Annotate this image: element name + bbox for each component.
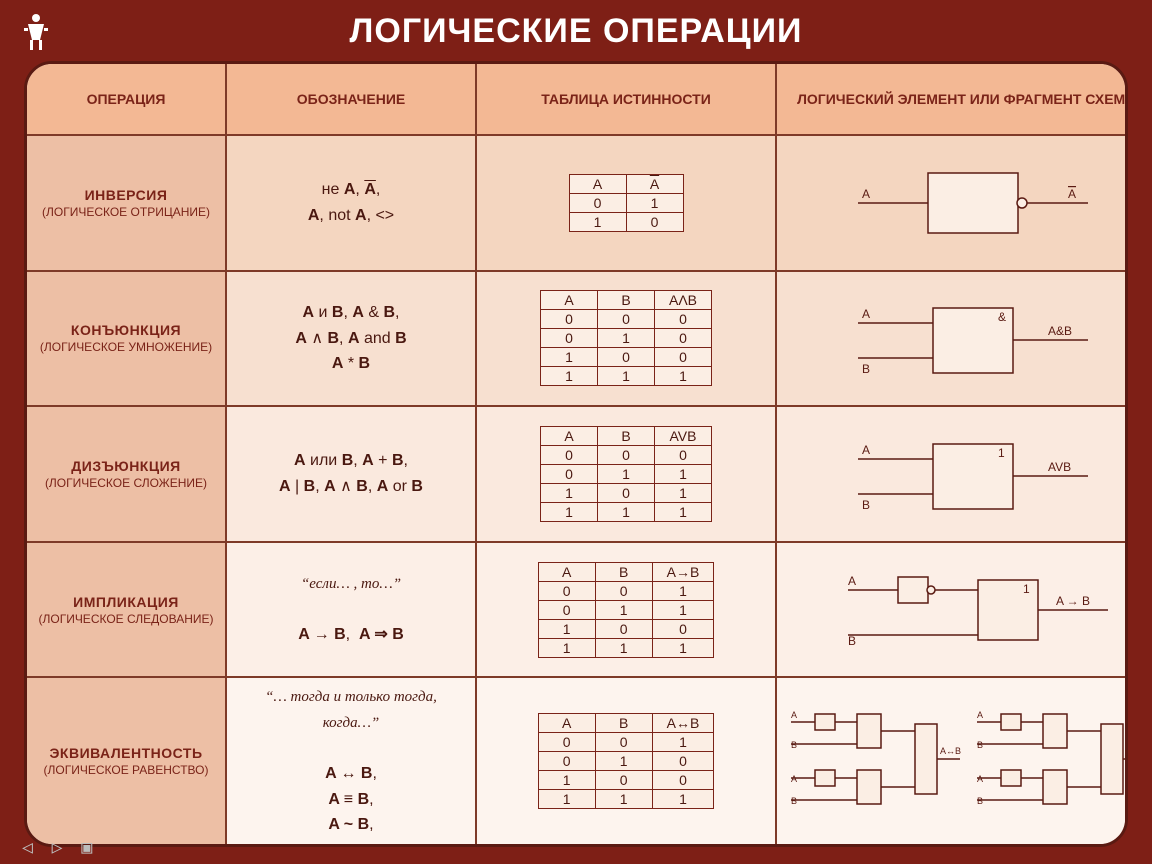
svg-text:A↔B: A↔B	[940, 746, 961, 756]
op-subtitle: (ЛОГИЧЕСКОЕ УМНОЖЕНИЕ)	[40, 340, 212, 354]
svg-text:A: A	[977, 774, 983, 784]
gate-not: A A	[818, 148, 1118, 258]
op-cell-4: ЭКВИВАЛЕНТНОСТЬ (ЛОГИЧЕСКОЕ РАВЕНСТВО)	[27, 678, 227, 844]
truth-table: ABAVB000011101111	[540, 426, 712, 522]
notation: “если… , то…”A → B, A ⇒ B	[298, 571, 404, 648]
op-title: ИНВЕРСИЯ	[85, 187, 168, 203]
svg-text:A: A	[977, 710, 983, 720]
truth-table: ABA→B001011100111	[538, 562, 715, 658]
truth-cell-1: ABAΛB000010100111	[477, 272, 777, 408]
svg-text:A → B: A → B	[1056, 594, 1090, 608]
op-title: КОНЪЮНКЦИЯ	[71, 322, 181, 338]
page-title: ЛОГИЧЕСКИЕ ОПЕРАЦИИ	[24, 12, 1128, 51]
svg-text:&: &	[998, 310, 1006, 324]
notation: “… тогда и только тогда, когда…”A ↔ B,A …	[235, 684, 467, 838]
header-c4: ЛОГИЧЕСКИЙ ЭЛЕМЕНТ ИЛИ ФРАГМЕНТ СХЕМЫ	[777, 64, 1128, 136]
gate-and: A B & A&B	[818, 283, 1118, 393]
truth-cell-3: ABA→B001011100111	[477, 543, 777, 679]
svg-text:B: B	[977, 740, 983, 750]
gate-equiv-b: A B A B A↔B	[971, 704, 1128, 819]
svg-text:B: B	[862, 362, 870, 376]
truth-table: ABAΛB000010100111	[540, 290, 712, 386]
gate-cell-1: A B & A&B	[777, 272, 1128, 408]
truth-table: AA0110	[569, 174, 684, 232]
svg-text:A: A	[791, 710, 797, 720]
op-cell-2: ДИЗЪЮНКЦИЯ (ЛОГИЧЕСКОЕ СЛОЖЕНИЕ)	[27, 407, 227, 543]
nav-controls[interactable]: ◁ ▷ ▣	[22, 837, 96, 858]
svg-text:A: A	[862, 187, 870, 201]
gate-cell-3: A B 1 A → B	[777, 543, 1128, 679]
svg-text:A: A	[1068, 187, 1076, 201]
gate-equiv-a: A B A B A↔B	[785, 704, 965, 819]
op-title: ИМПЛИКАЦИЯ	[73, 594, 179, 610]
op-subtitle: (ЛОГИЧЕСКОЕ СЛОЖЕНИЕ)	[45, 476, 207, 490]
truth-cell-2: ABAVB000011101111	[477, 407, 777, 543]
svg-text:1: 1	[1023, 582, 1030, 596]
op-cell-1: КОНЪЮНКЦИЯ (ЛОГИЧЕСКОЕ УМНОЖЕНИЕ)	[27, 272, 227, 408]
svg-text:A: A	[848, 574, 856, 588]
op-cell-3: ИМПЛИКАЦИЯ (ЛОГИЧЕСКОЕ СЛЕДОВАНИЕ)	[27, 543, 227, 679]
truth-table: ABA↔B001010100111	[538, 713, 715, 809]
svg-text:B: B	[791, 796, 797, 806]
notation: A и B, A & B,A ∧ B, A and BA * B	[295, 300, 406, 377]
header-c1: ОПЕРАЦИЯ	[27, 64, 227, 136]
op-subtitle: (ЛОГИЧЕСКОЕ ОТРИЦАНИЕ)	[42, 205, 210, 219]
notation-cell-0: не A, A,A, not A, <>	[227, 136, 477, 272]
notation: A или B, A + B,A | B, A ∧ B, A or B	[279, 448, 423, 499]
notation: не A, A,A, not A, <>	[308, 177, 394, 228]
svg-text:1: 1	[998, 446, 1005, 460]
op-title: ЭКВИВАЛЕНТНОСТЬ	[49, 745, 202, 761]
gate-cell-2: A B 1 AVB	[777, 407, 1128, 543]
gate-or: A B 1 AVB	[818, 419, 1118, 529]
svg-text:AVB: AVB	[1048, 460, 1071, 474]
op-title: ДИЗЪЮНКЦИЯ	[71, 458, 180, 474]
truth-cell-0: AA0110	[477, 136, 777, 272]
main-panel: ОПЕРАЦИЯОБОЗНАЧЕНИЕТАБЛИЦА ИСТИННОСТИЛОГ…	[24, 61, 1128, 847]
svg-text:A: A	[791, 774, 797, 784]
logo-icon	[18, 10, 54, 59]
svg-text:A: A	[862, 307, 870, 321]
svg-text:A: A	[862, 443, 870, 457]
gate-cell-0: A A	[777, 136, 1128, 272]
svg-text:A↔B: A↔B	[1126, 746, 1128, 756]
op-subtitle: (ЛОГИЧЕСКОЕ СЛЕДОВАНИЕ)	[38, 612, 213, 626]
notation-cell-4: “… тогда и только тогда, когда…”A ↔ B,A …	[227, 678, 477, 844]
svg-text:B: B	[977, 796, 983, 806]
svg-text:B: B	[791, 740, 797, 750]
truth-cell-4: ABA↔B001010100111	[477, 678, 777, 844]
svg-text:B: B	[848, 634, 856, 648]
gate-impl: A B 1 A → B	[818, 555, 1118, 665]
op-subtitle: (ЛОГИЧЕСКОЕ РАВЕНСТВО)	[44, 763, 209, 777]
notation-cell-3: “если… , то…”A → B, A ⇒ B	[227, 543, 477, 679]
svg-text:A&B: A&B	[1048, 324, 1072, 338]
svg-text:B: B	[862, 498, 870, 512]
header-c2: ОБОЗНАЧЕНИЕ	[227, 64, 477, 136]
op-cell-0: ИНВЕРСИЯ (ЛОГИЧЕСКОЕ ОТРИЦАНИЕ)	[27, 136, 227, 272]
notation-cell-2: A или B, A + B,A | B, A ∧ B, A or B	[227, 407, 477, 543]
header-c3: ТАБЛИЦА ИСТИННОСТИ	[477, 64, 777, 136]
gate-cell-4: A B A B A↔B A B	[777, 678, 1128, 844]
notation-cell-1: A и B, A & B,A ∧ B, A and BA * B	[227, 272, 477, 408]
logic-grid: ОПЕРАЦИЯОБОЗНАЧЕНИЕТАБЛИЦА ИСТИННОСТИЛОГ…	[27, 64, 1125, 844]
page: ЛОГИЧЕСКИЕ ОПЕРАЦИИ ОПЕРАЦИЯОБОЗНАЧЕНИЕТ…	[0, 0, 1152, 864]
